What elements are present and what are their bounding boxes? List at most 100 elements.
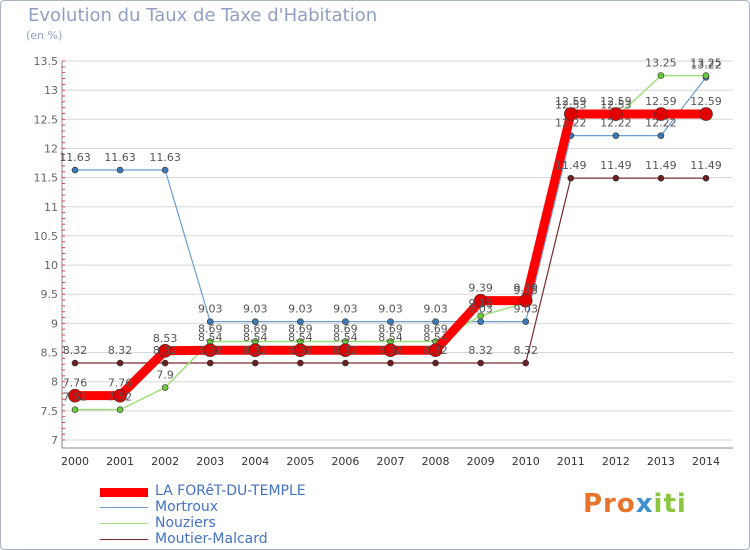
x-tick-label: 2011 [557, 455, 585, 468]
data-label-la-for-t-du-temple: 8.53 [153, 332, 178, 345]
data-label-moutier-malcard: 8.32 [333, 344, 358, 357]
data-label-mortroux: 9.03 [288, 303, 313, 316]
data-label-moutier-malcard: 8.32 [108, 344, 133, 357]
data-point-la-for-t-du-temple [518, 293, 533, 308]
proxiti-logo: Proxiti [583, 489, 687, 519]
data-point-nouziers [71, 406, 79, 413]
y-tick-label: 9 [51, 317, 58, 330]
y-tick-label: 9.5 [41, 288, 59, 301]
data-point-la-for-t-du-temple [473, 293, 488, 308]
y-tick-label: 13 [44, 84, 58, 97]
legend-label-mortroux: Mortroux [155, 499, 219, 515]
logo-part-pro: Pro [583, 489, 636, 519]
data-label-mortroux: 12.22 [645, 117, 677, 130]
data-label-la-for-t-du-temple: 8.54 [288, 331, 313, 344]
data-point-la-for-t-du-temple [428, 343, 443, 358]
x-tick-label: 2002 [151, 455, 179, 468]
data-label-la-for-t-du-temple: 7.76 [63, 377, 88, 390]
data-label-la-for-t-du-temple: 8.54 [378, 331, 403, 344]
data-label-mortroux: 9.03 [468, 303, 493, 316]
y-tick-label: 8 [51, 376, 58, 389]
data-label-nouziers: 8.69 [333, 322, 358, 335]
x-tick-label: 2012 [602, 455, 630, 468]
data-label-mortroux: 13.22 [690, 58, 722, 71]
y-tick-label: 10 [44, 259, 58, 272]
data-label-nouziers: 8.69 [423, 322, 448, 335]
y-tick-label: 12 [44, 142, 58, 155]
y-tick-label: 12.5 [34, 113, 59, 126]
legend-label-moutier-malcard: Moutier-Malcard [155, 531, 268, 547]
data-point-moutier-malcard [702, 174, 710, 182]
data-label-nouziers: 8.69 [378, 322, 403, 335]
data-point-moutier-malcard [567, 174, 575, 182]
data-point-moutier-malcard [432, 359, 439, 367]
legend-swatch-moutier-malcard [100, 539, 148, 540]
data-label-la-for-t-du-temple: 9.39 [468, 282, 493, 295]
data-point-la-for-t-du-temple [68, 388, 82, 403]
data-label-nouziers: 7.52 [108, 391, 133, 404]
data-label-la-for-t-du-temple: 8.54 [198, 331, 223, 344]
data-point-nouziers [161, 384, 169, 391]
data-point-moutier-malcard [116, 359, 124, 367]
data-label-moutier-malcard: 8.32 [423, 344, 448, 357]
data-point-mortroux [161, 166, 169, 174]
chart-subtitle: (en %) [26, 29, 63, 42]
data-label-nouziers: 8.69 [288, 322, 313, 335]
data-point-moutier-malcard [161, 359, 169, 367]
data-label-moutier-malcard: 8.32 [513, 344, 538, 357]
x-tick-label: 2013 [647, 455, 675, 468]
data-label-la-for-t-du-temple: 12.59 [555, 95, 587, 108]
data-point-mortroux [297, 318, 304, 325]
x-tick-label: 2001 [106, 455, 134, 468]
data-point-la-for-t-du-temple [158, 343, 172, 358]
data-label-mortroux: 11.63 [104, 151, 136, 164]
data-label-mortroux: 9.03 [378, 303, 403, 316]
x-tick-label: 2010 [512, 455, 540, 468]
x-tick-label: 2009 [467, 455, 495, 468]
data-label-mortroux: 12.22 [555, 117, 587, 130]
data-label-moutier-malcard: 8.32 [468, 344, 493, 357]
data-label-nouziers: 7.52 [63, 391, 88, 404]
y-tick-label: 10.5 [34, 230, 59, 243]
y-tick-label: 11 [44, 201, 58, 214]
data-label-nouziers: 12.53 [555, 99, 587, 112]
y-tick-label: 13.5 [34, 55, 59, 68]
data-label-moutier-malcard: 8.32 [288, 344, 313, 357]
data-label-moutier-malcard: 8.32 [63, 344, 88, 357]
data-label-la-for-t-du-temple: 8.54 [243, 331, 268, 344]
data-label-moutier-malcard: 11.49 [555, 159, 587, 172]
data-label-mortroux: 9.03 [198, 303, 223, 316]
data-label-la-for-t-du-temple: 7.76 [108, 377, 133, 390]
data-point-mortroux [657, 132, 665, 139]
data-point-la-for-t-du-temple [293, 343, 308, 358]
data-label-nouziers: 13.25 [690, 57, 722, 70]
data-label-la-for-t-du-temple: 12.59 [645, 95, 677, 108]
legend-swatch-la-foret-du-temple [100, 488, 148, 497]
data-label-mortroux: 12.22 [600, 117, 632, 130]
data-label-la-for-t-du-temple: 9.39 [513, 282, 538, 295]
data-point-mortroux [116, 166, 124, 174]
data-point-mortroux [342, 318, 349, 325]
data-label-mortroux: 11.63 [149, 151, 181, 164]
data-point-mortroux [432, 318, 439, 325]
data-point-la-for-t-du-temple [699, 107, 713, 121]
data-point-moutier-malcard [206, 359, 214, 367]
y-tick-label: 7.5 [41, 405, 59, 418]
data-point-mortroux [71, 166, 79, 174]
data-label-moutier-malcard: 8.32 [198, 344, 223, 357]
x-tick-label: 2005 [286, 455, 314, 468]
data-label-mortroux: 9.03 [333, 303, 358, 316]
x-tick-label: 2003 [196, 455, 224, 468]
data-point-moutier-malcard [297, 359, 304, 367]
data-label-moutier-malcard: 8.32 [153, 344, 178, 357]
x-tick-label: 2014 [692, 455, 720, 468]
data-label-mortroux: 11.63 [59, 151, 91, 164]
x-tick-label: 2008 [422, 455, 450, 468]
data-point-nouziers [702, 72, 710, 79]
data-point-nouziers [116, 406, 124, 413]
data-point-mortroux [477, 318, 484, 325]
data-point-moutier-malcard [387, 359, 394, 367]
data-point-moutier-malcard [477, 359, 484, 367]
